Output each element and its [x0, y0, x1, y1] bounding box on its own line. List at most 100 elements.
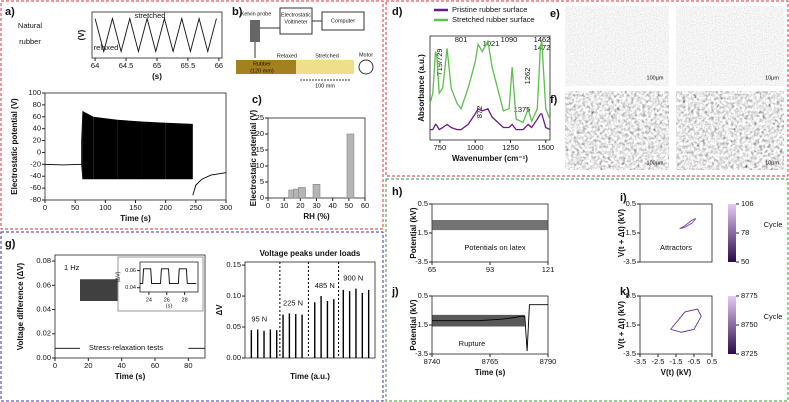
x-tick-label: 10 — [280, 201, 288, 210]
y-tick-label: -3.5 — [623, 257, 636, 266]
y-tick-label: 15 — [256, 145, 264, 154]
signal-band — [81, 110, 83, 180]
x-axis-label: Wavenumber (cm⁻¹) — [452, 154, 528, 163]
y-tick-label: 0.10 — [226, 291, 241, 300]
y-tick-label: 80 — [33, 100, 41, 109]
x-tick-label: -2.5 — [652, 357, 665, 366]
annotation: Attractors — [660, 243, 692, 252]
x-tick-label: 150 — [129, 203, 142, 212]
y-axis-label: (V) — [77, 29, 86, 40]
y-tick-label: 0.04 — [125, 285, 136, 291]
y-axis-label: (ΔV) — [115, 271, 121, 282]
series-line — [430, 107, 551, 131]
y-tick-label: 0.04 — [36, 305, 51, 314]
y-tick-label: -1.5 — [415, 320, 428, 329]
panel-label: k) — [620, 286, 630, 298]
y-tick-label: -1.5 — [415, 228, 428, 237]
sem-image — [565, 6, 669, 86]
panel-label: j) — [391, 286, 399, 298]
y-tick-label: 0.5 — [418, 291, 428, 300]
panel-label: e) — [550, 8, 560, 20]
y-tick-label: 0 — [37, 147, 41, 156]
x-tick-label: 300 — [220, 203, 233, 212]
series-line — [679, 218, 697, 230]
x-tick-label: -0.5 — [688, 357, 701, 366]
frame-def — [385, 0, 789, 177]
x-axis-label: Time (s) — [475, 368, 506, 377]
y-axis-label: Potential (kV) — [409, 299, 418, 350]
plot-frame — [54, 254, 206, 359]
sem-image — [676, 91, 784, 170]
y-tick-label: 0.00 — [226, 353, 241, 362]
y-tick-label: 0.15 — [226, 260, 241, 269]
x-tick-label: 8740 — [424, 357, 441, 366]
diagram-text: 100 mm — [315, 83, 335, 89]
panel-label: f) — [550, 94, 558, 106]
y-axis-label: Electrostatic potential (V) — [10, 98, 19, 195]
x-tick-label: 20 — [84, 361, 92, 370]
x-tick-label: 40 — [117, 361, 125, 370]
y-tick-label: 0.5 — [626, 291, 636, 300]
plot-frame — [139, 261, 199, 293]
signal-band — [432, 219, 548, 231]
x-axis-label: (s) — [152, 72, 162, 81]
x-tick-label: 200 — [159, 203, 172, 212]
x-axis-label: RH (%) — [303, 212, 330, 221]
series-line — [429, 39, 551, 124]
signal-band — [93, 116, 118, 180]
panel-label: d) — [392, 6, 403, 18]
diagram-text: Motor — [359, 52, 373, 58]
series-line — [44, 163, 82, 166]
plot-frame — [639, 203, 713, 263]
x-tick-label: 60 — [151, 361, 159, 370]
y-tick-label: -3.5 — [415, 349, 428, 358]
inset-background — [117, 256, 204, 312]
y-tick-label: 60 — [33, 112, 41, 121]
plot-frame — [244, 261, 376, 359]
x-tick-label: 1500 — [537, 143, 554, 152]
x-tick-label: -1.5 — [670, 357, 683, 366]
y-axis-label: V(t + Δt) (kV) — [617, 301, 626, 350]
y-tick-label: 40 — [33, 124, 41, 133]
x-tick-label: 20 — [296, 201, 304, 210]
x-tick-label: 1250 — [502, 143, 519, 152]
frame-g — [0, 231, 384, 402]
legend-label: Pristine rubber surface — [452, 5, 527, 14]
x-tick-label: 26 — [164, 297, 170, 303]
colorbar — [728, 296, 736, 354]
series-line — [670, 308, 702, 333]
x-tick-label: 50 — [345, 201, 353, 210]
signal-band — [82, 110, 94, 180]
scale-bar-label: 10µm — [765, 75, 779, 81]
x-axis-label: Time (s) — [120, 214, 151, 223]
x-tick-label: 250 — [190, 203, 203, 212]
diagram-text: Electrostatic — [281, 12, 311, 18]
y-tick-label: 0.00 — [36, 353, 51, 362]
y-tick-label: 0.06 — [125, 268, 136, 274]
panel-label: c) — [252, 94, 262, 106]
y-tick-label: -20 — [30, 159, 41, 168]
y-tick-label: -3.5 — [415, 257, 428, 266]
annotation: 1 Hz — [64, 263, 80, 272]
y-tick-label: 0 — [260, 193, 264, 202]
x-tick-label: 28 — [182, 297, 188, 303]
colorbar-tick-label: 50 — [741, 257, 749, 266]
y-axis-label: Voltage difference (ΔV) — [16, 262, 25, 350]
plot-frame — [639, 295, 713, 355]
y-tick-label: 20 — [256, 129, 264, 138]
rubber-relaxed — [236, 60, 296, 74]
annotation: 719/729 — [435, 48, 444, 75]
x-tick-label: 100 — [99, 203, 112, 212]
x-tick-label: 121 — [542, 265, 555, 274]
x-tick-label: 1000 — [467, 143, 484, 152]
colorbar — [728, 204, 736, 262]
diagram-text: (120 mm) — [250, 68, 274, 74]
annotation: 1021 — [483, 39, 500, 48]
y-tick-label: 0.5 — [418, 199, 428, 208]
x-tick-label: 64 — [91, 61, 99, 70]
panel-label: g) — [5, 238, 16, 250]
y-axis-label: ΔV — [215, 304, 224, 316]
rubber-stretched — [296, 60, 354, 74]
voltmeter — [279, 7, 313, 35]
